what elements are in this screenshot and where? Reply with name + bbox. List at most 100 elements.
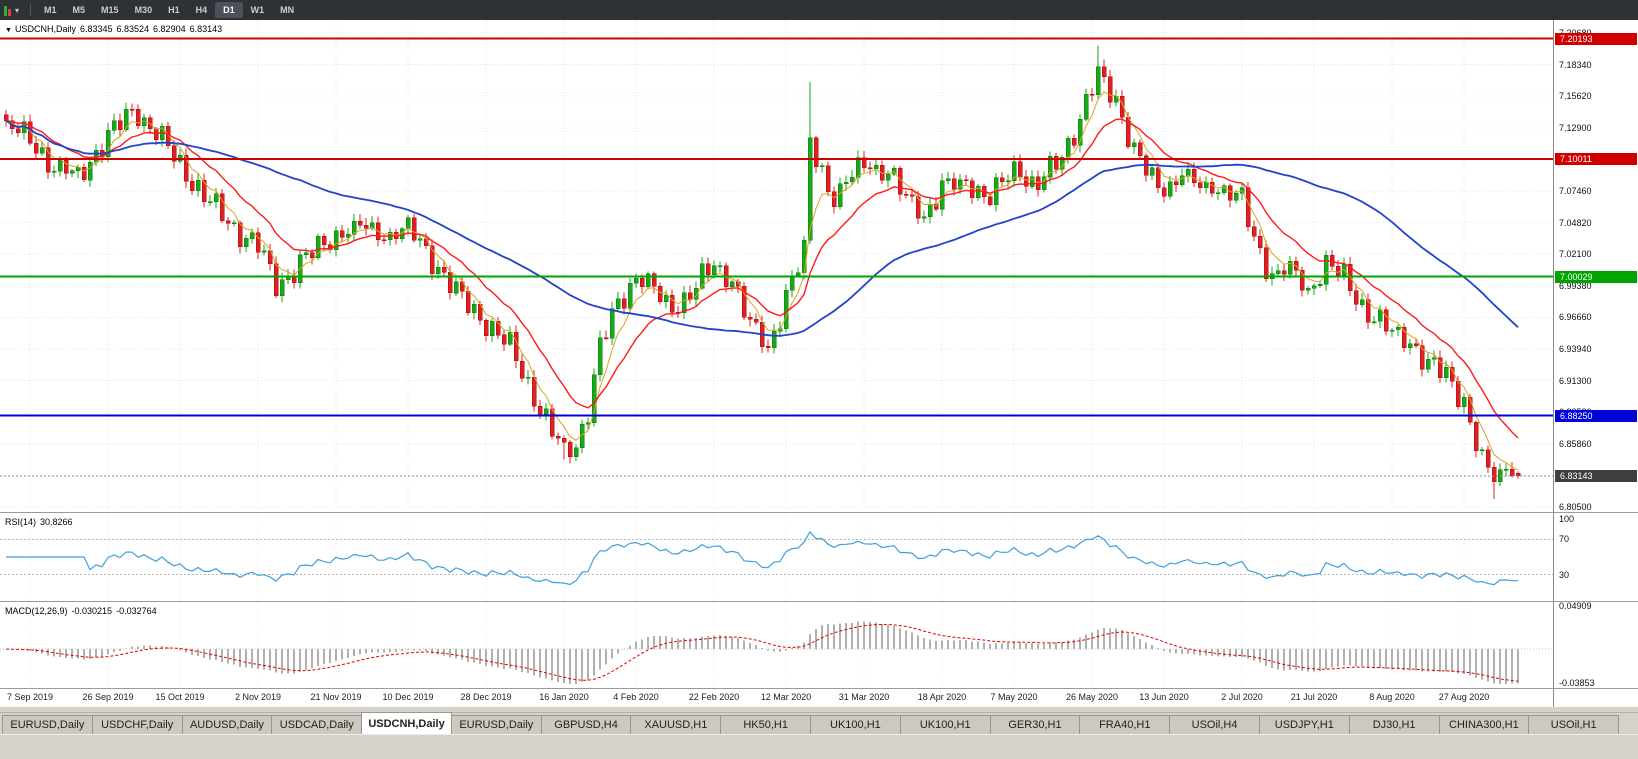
hline-price-tag: 6.88250 [1555,409,1637,422]
toolbar-separator [30,4,32,16]
dropdown-caret-icon[interactable]: ▾ [15,5,20,15]
price-axis-tick: 6.91300 [1559,375,1592,386]
price-axis-tick: 7.15620 [1559,91,1592,102]
chart-collapse-icon[interactable]: ▼ [5,27,12,34]
timeframe-buttons: M1 M5 M15 M30 H1 H4 D1 W1 MN [36,2,302,18]
price-axis-tick: 7.12900 [1559,122,1592,133]
ohlc-close: 6.83143 [189,24,223,34]
date-label: 7 May 2020 [990,692,1038,702]
panel-divider[interactable] [0,688,1638,689]
date-label: 26 Sep 2019 [82,692,134,702]
rsi-panel[interactable]: RSI(14) 30.8266 [0,513,1553,601]
tf-button-m1[interactable]: M1 [44,5,57,15]
rsi-label: RSI(14) 30.8266 [5,517,77,527]
date-label: 2 Jul 2020 [1221,692,1263,702]
tab-usoil-h1[interactable]: USOil,H1 [1528,715,1620,734]
hline-price-tag: 7.10011 [1555,152,1637,165]
timeframe-toolbar: ▾ M1 M5 M15 M30 H1 H4 D1 W1 MN [0,0,1638,20]
candlestick-chart[interactable] [0,20,1553,512]
macd-name: MACD(12,26,9) [5,606,68,616]
main-price-chart[interactable]: ▼ USDCNH,Daily 6.83345 6.83524 6.82904 6.8314… [0,20,1553,512]
macd-axis-tick: 0.04909 [1559,601,1592,611]
tab-eurusd-daily[interactable]: EURUSD,Daily [2,715,93,734]
rsi-axis-tick: 100 [1559,514,1575,524]
price-axis-tick: 6.99380 [1559,280,1592,291]
tf-button-m5[interactable]: M5 [72,5,86,15]
price-axis[interactable]: 7.206807.183407.156207.129007.101807.074… [1553,20,1638,707]
tab-gbpusd-h4[interactable]: GBPUSD,H4 [540,715,632,734]
ohlc-open: 6.83345 [79,24,113,34]
rsi-value: 30.8266 [40,517,73,527]
date-label: 2 Nov 2019 [234,692,282,702]
macd-panel[interactable]: MACD(12,26,9) -0.030215 -0.032764 [0,602,1553,688]
tab-usdchf-daily[interactable]: USDCHF,Daily [91,715,183,734]
tf-button-h1[interactable]: H1 [168,5,180,15]
mini-candle-up-icon [4,6,7,16]
date-label: 22 Feb 2020 [688,692,740,702]
price-axis-tick: 6.96660 [1559,312,1592,323]
tab-audusd-daily[interactable]: AUDUSD,Daily [181,715,273,734]
tab-usoil-h4[interactable]: USOil,H4 [1169,715,1260,734]
rsi-chart[interactable] [0,513,1553,601]
hline-price-tag: 7.20193 [1555,32,1637,45]
tab-fra40-h1[interactable]: FRA40,H1 [1079,715,1171,734]
chart-ohlc-readout: ▼ USDCNH,Daily 6.83345 6.83524 6.82904 6.8314… [5,24,226,34]
tf-button-m30[interactable]: M30 [134,5,153,15]
date-label: 16 Jan 2020 [539,692,589,702]
tab-hk50-h1[interactable]: HK50,H1 [720,715,812,734]
tab-china300-h1[interactable]: CHINA300,H1 [1438,715,1530,734]
tf-button-h4[interactable]: H4 [195,5,208,15]
price-axis-tick: 6.85860 [1559,438,1592,449]
tab-eurusd-daily[interactable]: EURUSD,Daily [450,715,542,734]
ohlc-high: 6.83524 [116,24,150,34]
rsi-name: RSI(14) [5,517,37,527]
date-label: 10 Dec 2019 [382,692,434,702]
panel-divider[interactable] [0,601,1638,602]
macd-chart[interactable] [0,602,1553,688]
macd-signal-value: -0.032764 [116,606,157,616]
date-label: 28 Dec 2019 [460,692,512,702]
macd-main-value: -0.030215 [71,606,113,616]
date-label: 31 Mar 2020 [838,692,890,702]
panel-divider[interactable] [0,512,1638,513]
tab-xauusd-h1[interactable]: XAUUSD,H1 [630,715,722,734]
current-price-tag: 6.83143 [1555,469,1637,482]
hline-price-tag: 7.00029 [1555,270,1637,283]
macd-label: MACD(12,26,9) -0.030215 -0.032764 [5,606,161,616]
tf-button-m15[interactable]: M15 [101,5,119,15]
rsi-axis-tick: 30 [1559,569,1570,580]
date-label: 12 Mar 2020 [760,692,812,702]
date-label: 21 Nov 2019 [310,692,362,702]
tab-dj30-h1[interactable]: DJ30,H1 [1348,715,1440,734]
date-label: 26 May 2020 [1065,692,1119,702]
tab-usdcad-daily[interactable]: USDCAD,Daily [271,715,363,734]
tab-ger30-h1[interactable]: GER30,H1 [989,715,1081,734]
tab-usdcnh-daily[interactable]: USDCNH,Daily [361,712,452,734]
tf-button-mn[interactable]: MN [280,5,295,15]
price-axis-tick: 7.02100 [1559,249,1592,260]
ohlc-low: 6.82904 [153,24,186,34]
date-label: 15 Oct 2019 [155,692,205,702]
tab-usdjpy-h1[interactable]: USDJPY,H1 [1258,715,1350,734]
status-bar [0,734,1638,759]
date-label: 21 Jul 2020 [1290,692,1338,702]
chart-window-icon[interactable] [4,4,11,16]
date-label: 13 Jun 2020 [1139,692,1189,702]
mini-candle-down-icon [8,9,11,16]
tf-button-d1[interactable]: D1 [215,2,243,18]
date-axis[interactable]: 7 Sep 2019 26 Sep 2019 15 Oct 2019 2 Nov 20… [0,689,1553,707]
tab-uk100-h1[interactable]: UK100,H1 [810,715,901,734]
tab-uk100-h1[interactable]: UK100,H1 [899,715,991,734]
tf-button-w1[interactable]: W1 [250,5,265,15]
price-axis-tick: 7.04820 [1559,217,1592,228]
macd-axis-tick: -0.03853 [1559,677,1595,688]
price-axis-tick: 7.18340 [1559,59,1592,70]
date-label: 27 Aug 2020 [1438,692,1490,702]
price-axis-tick: 6.80500 [1559,502,1592,512]
date-label: 4 Feb 2020 [613,692,659,702]
chart-tab-bar: EURUSD,Daily USDCHF,Daily AUDUSD,Daily USDC… [0,712,1638,734]
window-gap [0,707,1638,712]
price-axis-tick: 6.93940 [1559,344,1592,354]
date-label: 8 Aug 2020 [1369,692,1415,702]
